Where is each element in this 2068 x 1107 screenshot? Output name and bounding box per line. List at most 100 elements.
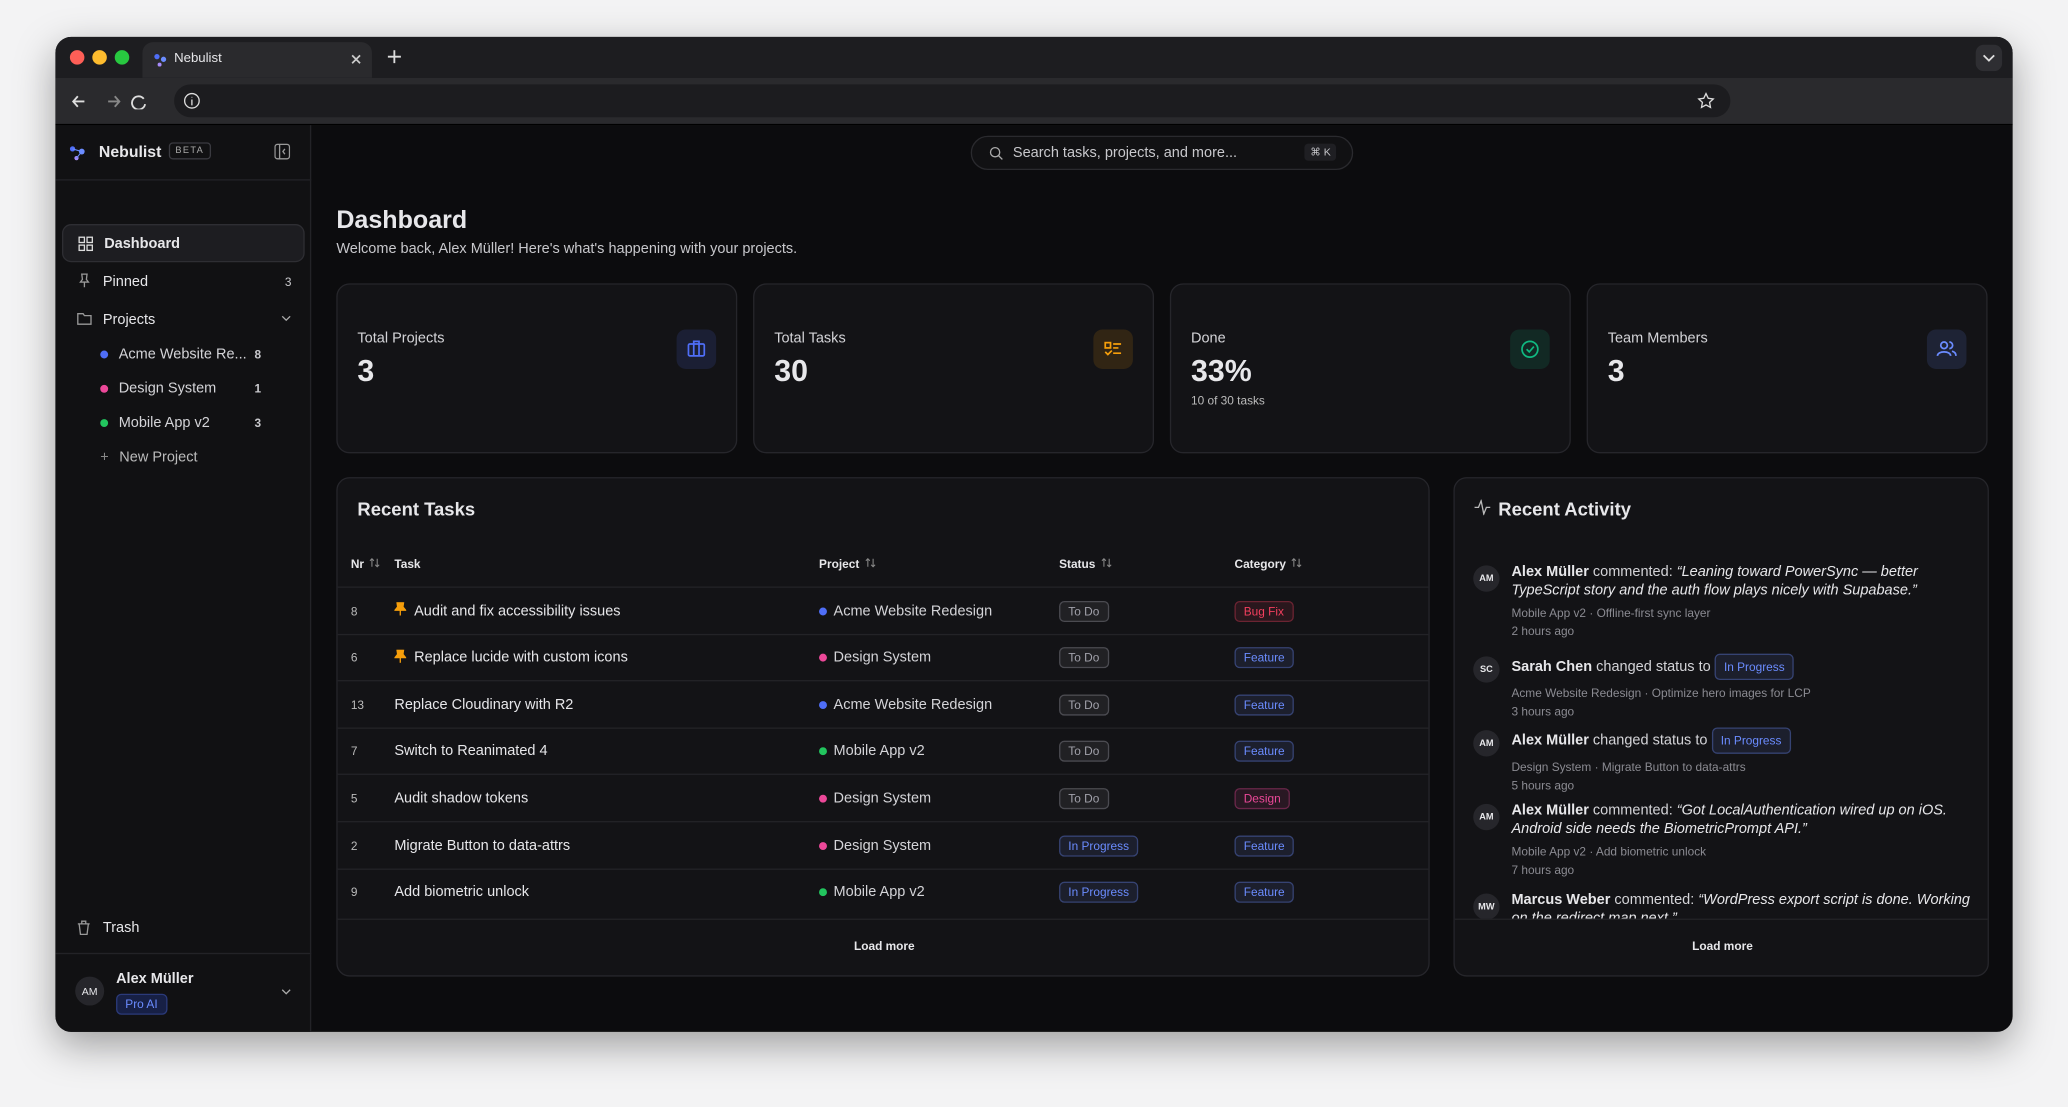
trash[interactable]: Trash [62,908,305,946]
task-row[interactable]: 5 Audit shadow tokens Design System To Do De… [337,774,1429,821]
projects-toggle[interactable] [281,315,292,323]
category-badge: Feature [1234,647,1294,669]
sort-icon [864,558,876,571]
search-box[interactable]: Search tasks, projects, and more... ⌘ K [970,135,1354,171]
action: commented: [1614,892,1695,909]
minimize-button[interactable] [92,50,107,65]
status-badge: In Progress [1059,834,1139,856]
tab-menu[interactable] [1975,44,2003,72]
activity-body: Alex Müller changed status to In Progres… [1511,727,1974,794]
project-name: Design System [833,649,932,666]
task-row[interactable]: 9 Add biometric unlock Mobile App v2 In Pro… [337,867,1429,915]
stat-note: 10 of 30 tasks [1190,394,1265,408]
project-item[interactable]: Mobile App v2 3 [100,410,298,436]
task-cell: Migrate Button to data-attrs [394,822,570,868]
url-field[interactable] [174,84,1731,118]
stat-card: Done 33% 10 of 30 tasks [1169,283,1571,454]
project-item[interactable]: Acme Website Re... 8 [100,341,298,367]
quote: “WordPress export script is done. Workin… [1511,892,1971,918]
new-project[interactable]: + New Project [100,449,198,466]
project-dot [819,653,827,662]
status-cell: To Do [1059,588,1109,634]
task-row[interactable]: 13 Replace Cloudinary with R2 Acme Website… [337,680,1429,728]
quote: “Got LocalAuthentication wired up on iOS… [1511,802,1947,837]
column-header[interactable]: Nr [351,557,380,571]
chevron [1982,54,1995,62]
task-nr: 5 [350,791,358,806]
stat-card: Total Projects 3 [336,283,738,454]
nav-item[interactable]: Projects [62,300,305,338]
category-cell: Feature [1234,635,1294,681]
column-header[interactable]: Status [1059,557,1112,571]
pin-icon [393,601,407,619]
column-header[interactable]: Project [819,557,876,571]
nav-label: Projects [102,311,156,328]
browser-window: Nebulist Nebulist BETA + New Project Tras… [55,36,2013,1032]
activity-icon [1474,499,1491,516]
pin-icon [393,648,407,666]
activity-time: 5 hours ago [1511,778,1575,793]
nav-buttons[interactable] [71,94,150,110]
task-row[interactable]: 2 Migrate Button to data-attrs Design Syst… [337,821,1429,868]
project-item[interactable]: Design System 1 [100,376,298,402]
stat-label: Done [1190,330,1226,347]
tab-icon [154,54,167,67]
task-project: Acme Website Redesign [819,588,992,634]
nav-icon [76,311,92,331]
status-cell: In Progress [1059,869,1139,915]
site-info[interactable] [183,92,200,109]
task-title: Replace Cloudinary with R2 [394,696,574,713]
task-cell: Replace Cloudinary with R2 [394,682,573,728]
tab[interactable]: Nebulist [142,42,372,78]
stat-label: Total Projects [357,330,445,347]
new-tab[interactable] [387,50,401,64]
activity-context: Mobile App v2 · Add biometric unlock [1511,844,1707,858]
project-dot [819,794,827,803]
load-more[interactable]: Load more [1692,939,1753,953]
category-badge: Feature [1234,834,1294,856]
column-label: Task [394,557,421,571]
activity-item: MW Marcus Weber commented: “WordPress exp… [1473,891,1974,919]
status-badge: To Do [1059,600,1109,622]
category-cell: Feature [1234,822,1294,868]
nav-item[interactable]: Dashboard [61,224,305,263]
activity-list: AM Alex Müller commented: “Leaning toward… [1455,544,1988,919]
nav-item[interactable]: Pinned 3 [62,262,305,300]
column-header[interactable]: Category [1234,557,1302,571]
task-cell: Switch to Reanimated 4 [394,729,547,775]
project-dot [100,384,109,393]
activity-context: Design System · Migrate Button to data-a… [1511,760,1746,774]
page-title: Dashboard [336,206,468,235]
collapse-sidebar[interactable] [274,143,291,160]
activity-body: Alex Müller commented: “Leaning toward P… [1511,563,1974,641]
task-row[interactable]: 7 Switch to Reanimated 4 Mobile App v2 To D… [337,727,1429,775]
user-plan: Pro AI [116,993,167,1015]
activity-line: Sarah Chen changed status to In Progress [1511,653,1974,681]
maximize-button[interactable] [114,50,130,65]
status-cell: To Do [1059,682,1109,728]
task-project: Design System [819,635,931,681]
avatar: SC [1473,656,1500,683]
close-button[interactable] [69,50,85,65]
stat-icon [1510,329,1550,370]
project-dot [819,747,827,756]
sort-icon [1100,558,1112,571]
load-more[interactable]: Load more [853,939,915,953]
avatar: AM [1473,565,1500,592]
user-menu[interactable] [281,988,292,996]
stat-icon-svg [1936,341,1957,357]
activity-body: Marcus Weber commented: “WordPress expor… [1511,891,1974,918]
bookmark[interactable] [1697,92,1715,109]
divider [337,918,1429,920]
activity-item: AM Alex Müller changed status to In Progr… [1473,727,1974,794]
sort-svg [1291,558,1302,568]
project-name: Mobile App v2 [833,884,925,901]
tab-close[interactable] [351,54,362,65]
tab-title: Nebulist [174,51,222,66]
task-row[interactable]: 8 Audit and fix accessibility issues Acme … [337,586,1429,634]
task-nr: 13 [350,698,365,712]
task-row[interactable]: 6 Replace lucide with custom icons Design … [337,633,1429,681]
category-badge: Bug Fix [1234,600,1294,622]
status-cell: In Progress [1059,822,1139,868]
category-cell: Design [1234,775,1290,821]
